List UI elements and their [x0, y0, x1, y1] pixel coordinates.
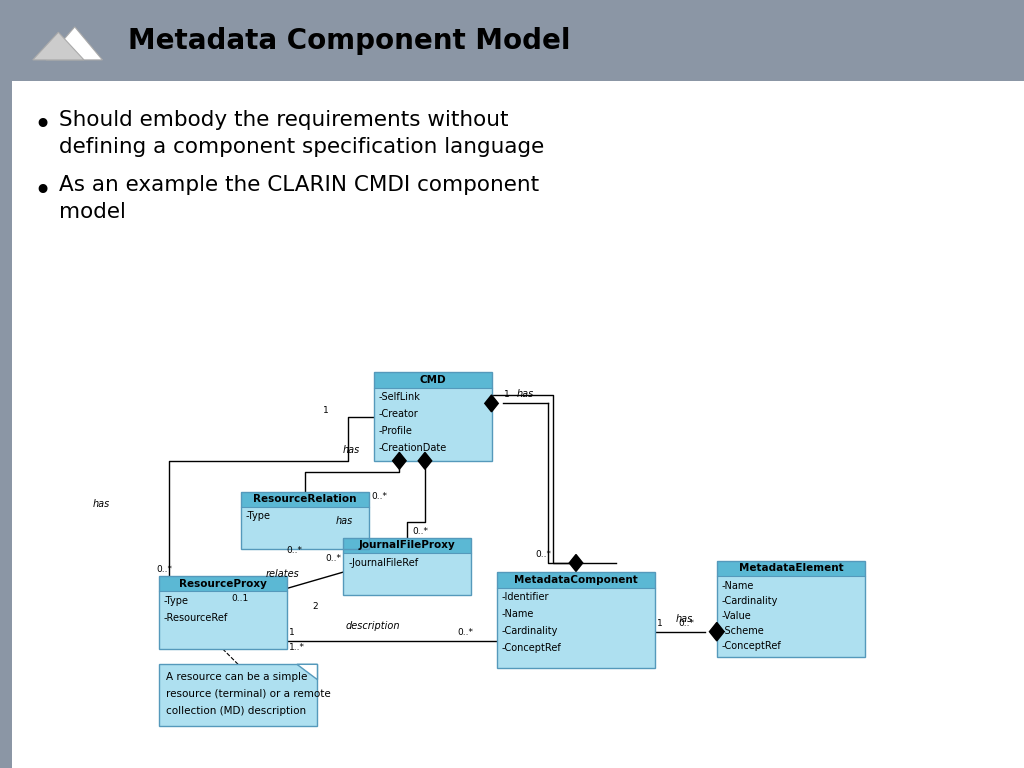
Text: •: •	[34, 177, 52, 206]
Text: -ConceptRef: -ConceptRef	[502, 643, 561, 653]
Text: has: has	[676, 614, 693, 624]
Text: relates: relates	[265, 569, 299, 579]
Text: description: description	[346, 621, 400, 631]
Text: -Profile: -Profile	[379, 426, 413, 436]
Text: Should embody the requirements without: Should embody the requirements without	[59, 110, 509, 130]
Text: -SelfLink: -SelfLink	[379, 392, 421, 402]
Text: Metadata Component Model: Metadata Component Model	[128, 27, 570, 55]
FancyBboxPatch shape	[241, 492, 369, 507]
Text: 0..*: 0..*	[372, 492, 388, 502]
Text: -Scheme: -Scheme	[722, 626, 765, 636]
Text: -Cardinality: -Cardinality	[722, 596, 778, 606]
Text: -Value: -Value	[722, 611, 752, 621]
FancyBboxPatch shape	[159, 591, 287, 649]
FancyBboxPatch shape	[717, 561, 865, 576]
Text: 1: 1	[289, 628, 295, 637]
Text: 1: 1	[504, 390, 510, 399]
Text: has: has	[343, 445, 360, 455]
Text: 0..*: 0..*	[458, 628, 474, 637]
Text: -ResourceRef: -ResourceRef	[164, 613, 228, 623]
FancyBboxPatch shape	[343, 553, 471, 595]
Polygon shape	[569, 554, 583, 571]
Text: has: has	[517, 389, 535, 399]
Text: model: model	[59, 202, 126, 222]
FancyBboxPatch shape	[717, 576, 865, 657]
Text: -CreationDate: -CreationDate	[379, 443, 447, 453]
Text: •: •	[34, 111, 52, 141]
Text: 1: 1	[657, 618, 664, 627]
Text: 0..*: 0..*	[157, 565, 173, 574]
Text: 0..*: 0..*	[287, 546, 303, 555]
Text: ResourceProxy: ResourceProxy	[179, 578, 266, 589]
FancyBboxPatch shape	[497, 588, 655, 668]
Text: MetadataElement: MetadataElement	[738, 563, 844, 574]
Text: 2: 2	[312, 602, 317, 611]
Text: has: has	[336, 516, 352, 526]
Text: collection (MD) description: collection (MD) description	[166, 706, 306, 716]
Text: CMD: CMD	[419, 375, 446, 386]
Text: 1..*: 1..*	[289, 644, 305, 653]
Text: JournalFileProxy: JournalFileProxy	[358, 540, 456, 551]
FancyBboxPatch shape	[241, 507, 369, 549]
FancyBboxPatch shape	[374, 388, 492, 461]
Text: 1: 1	[323, 406, 329, 415]
Text: ResourceRelation: ResourceRelation	[253, 494, 356, 505]
FancyBboxPatch shape	[497, 572, 655, 588]
Polygon shape	[46, 27, 102, 60]
Polygon shape	[33, 32, 84, 60]
Text: -Identifier: -Identifier	[502, 592, 549, 602]
Text: -Name: -Name	[502, 609, 535, 619]
Text: MetadataComponent: MetadataComponent	[514, 574, 638, 585]
Text: A resource can be a simple: A resource can be a simple	[166, 672, 307, 682]
Text: 0..*: 0..*	[325, 554, 341, 563]
Text: resource (terminal) or a remote: resource (terminal) or a remote	[166, 689, 331, 699]
Text: -Creator: -Creator	[379, 409, 419, 419]
Polygon shape	[710, 622, 724, 641]
Text: 0..1: 0..1	[231, 594, 249, 604]
Text: 0..*: 0..*	[535, 550, 551, 559]
Polygon shape	[392, 452, 407, 469]
FancyBboxPatch shape	[159, 576, 287, 591]
Polygon shape	[418, 452, 432, 469]
FancyBboxPatch shape	[0, 0, 1024, 81]
Text: -JournalFileRef: -JournalFileRef	[348, 558, 418, 568]
Text: 0..*: 0..*	[678, 618, 694, 627]
Text: 0..*: 0..*	[412, 527, 428, 536]
Polygon shape	[297, 664, 317, 680]
Text: As an example the CLARIN CMDI component: As an example the CLARIN CMDI component	[59, 175, 540, 195]
FancyBboxPatch shape	[0, 81, 12, 768]
Text: defining a component specification language: defining a component specification langu…	[59, 137, 545, 157]
Text: -Cardinality: -Cardinality	[502, 626, 558, 636]
FancyBboxPatch shape	[343, 538, 471, 553]
Text: -Type: -Type	[164, 596, 188, 606]
FancyBboxPatch shape	[159, 664, 317, 726]
Text: -ConceptRef: -ConceptRef	[722, 641, 781, 651]
FancyBboxPatch shape	[374, 372, 492, 388]
Text: has: has	[92, 499, 110, 509]
Polygon shape	[484, 395, 499, 412]
Text: -Name: -Name	[722, 581, 755, 591]
Text: -Type: -Type	[246, 511, 270, 521]
